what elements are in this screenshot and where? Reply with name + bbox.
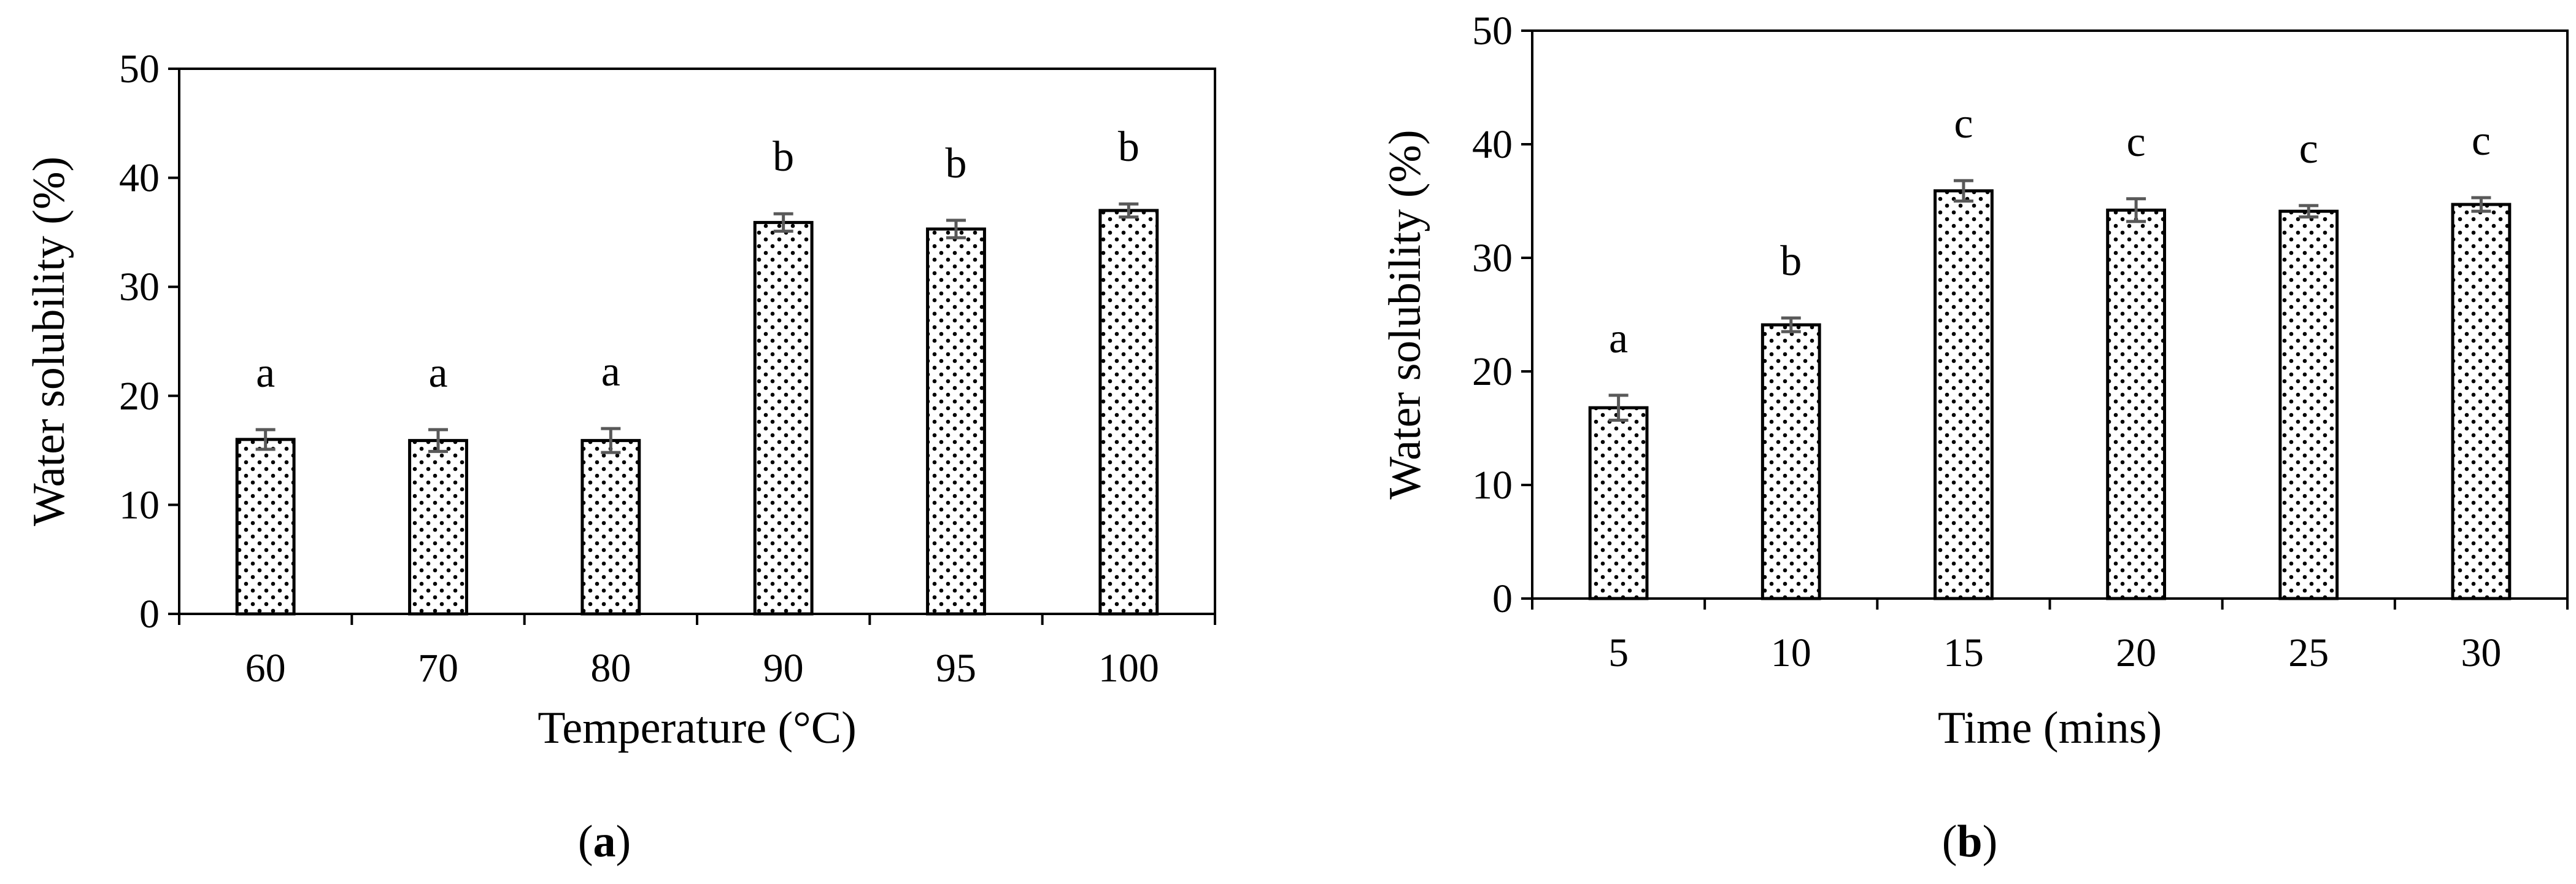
- bar: [2106, 208, 2166, 600]
- panel-label: (b): [1942, 816, 1997, 867]
- y-tick-label: 50: [1472, 9, 1513, 53]
- y-axis-label: Water solubility (%): [24, 157, 74, 526]
- significance-letter: b: [773, 133, 794, 180]
- bar: [408, 439, 468, 616]
- panel-label-close-paren: ): [1983, 816, 1998, 867]
- significance-letter: a: [256, 349, 275, 397]
- bar: [1760, 323, 1821, 600]
- panel-label-open-paren: (: [1942, 816, 1957, 867]
- bar: [2451, 203, 2512, 600]
- x-tick-label: 30: [2461, 630, 2501, 675]
- bar: [1098, 209, 1159, 616]
- panel-label-letter: b: [1957, 816, 1982, 867]
- significance-letter: c: [1954, 100, 1973, 147]
- panel-label-letter: a: [593, 816, 616, 867]
- significance-letter: a: [1609, 315, 1628, 362]
- y-tick-label: 40: [1472, 122, 1513, 167]
- significance-letter: c: [2472, 117, 2491, 165]
- x-tick-label: 20: [2116, 630, 2156, 675]
- y-tick-label: 0: [1492, 576, 1513, 621]
- plot-frame: [1531, 29, 2569, 600]
- y-tick-label: 0: [139, 592, 160, 637]
- x-tick-label: 80: [590, 646, 631, 691]
- panel-label: (a): [578, 816, 631, 867]
- bar: [1934, 189, 1994, 600]
- x-tick-label: 70: [418, 646, 458, 691]
- significance-letter: b: [1780, 238, 1802, 285]
- x-tick-label: 95: [936, 646, 976, 691]
- y-tick-label: 40: [119, 156, 160, 201]
- significance-letter: a: [428, 349, 447, 397]
- bar: [926, 227, 986, 616]
- y-tick-label: 50: [119, 47, 160, 91]
- x-axis-label: Time (mins): [1938, 703, 2162, 753]
- significance-letter: c: [2127, 118, 2146, 166]
- panel-label-open-paren: (: [578, 816, 593, 867]
- y-tick-label: 20: [1472, 349, 1513, 394]
- panel-label-close-paren: ): [616, 816, 631, 867]
- plot-frame: [178, 68, 1216, 615]
- significance-letter: b: [946, 140, 967, 187]
- x-tick-label: 100: [1098, 646, 1159, 691]
- bar: [2278, 209, 2339, 600]
- y-tick-label: 30: [1472, 236, 1513, 281]
- chart-panel-b: 0 10 20 30 40 50 a 5 b 10 c 15 c 20 c 25 c 30 Time (mins) W…: [1380, 9, 2569, 867]
- y-tick-label: 20: [119, 374, 160, 419]
- bar: [235, 438, 296, 616]
- x-tick-label: 90: [763, 646, 804, 691]
- significance-letter: b: [1118, 123, 1140, 171]
- bar: [753, 220, 814, 616]
- significance-letter: a: [601, 348, 620, 395]
- x-tick-label: 10: [1771, 630, 1811, 675]
- y-axis-label: Water solubility (%): [1380, 130, 1430, 499]
- bar: [1588, 406, 1649, 600]
- x-tick-label: 15: [1943, 630, 1984, 675]
- x-tick-label: 5: [1608, 630, 1629, 675]
- x-tick-label: 25: [2288, 630, 2329, 675]
- y-tick-label: 10: [119, 483, 160, 527]
- x-axis-label: Temperature (°C): [538, 703, 857, 753]
- x-tick-label: 60: [245, 646, 286, 691]
- significance-letter: c: [2299, 125, 2318, 173]
- chart-panel-a: 0 10 20 30 40 50 a 60 a 70 a 80 b 90 b 95 b 100 Temperatur…: [24, 47, 1216, 867]
- y-tick-label: 30: [119, 265, 160, 309]
- y-tick-label: 10: [1472, 463, 1513, 508]
- bar: [580, 439, 641, 616]
